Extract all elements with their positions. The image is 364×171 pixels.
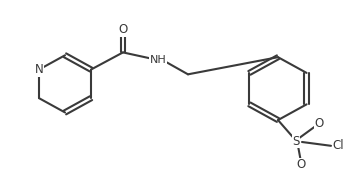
Text: N: N [35, 63, 43, 76]
Text: O: O [296, 158, 306, 171]
Text: Cl: Cl [332, 139, 344, 152]
Text: S: S [292, 135, 300, 148]
Text: O: O [314, 117, 324, 130]
Text: O: O [118, 23, 128, 36]
Text: NH: NH [150, 55, 166, 65]
